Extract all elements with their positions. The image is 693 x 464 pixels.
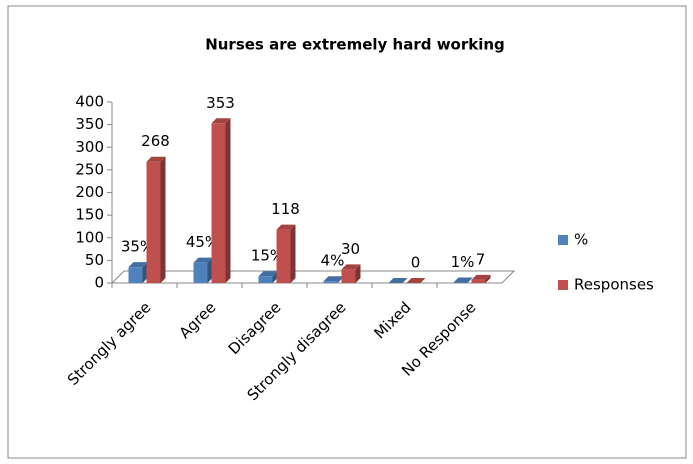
data-label: 30 (341, 240, 360, 258)
bar-top (276, 224, 296, 230)
y-tick-label: 250 (75, 160, 104, 178)
bar-side (355, 264, 361, 283)
data-label: 118 (271, 200, 300, 218)
bar-side (142, 262, 148, 283)
bar (193, 262, 208, 283)
bar-side (272, 271, 278, 283)
bar-side (225, 118, 231, 283)
y-tick-label: 400 (75, 93, 104, 111)
y-tick-label: 150 (75, 206, 104, 224)
bar (471, 279, 486, 283)
y-tick-label: 0 (94, 274, 104, 292)
bar (128, 267, 143, 283)
bar-side (290, 224, 296, 283)
legend-label: % (574, 231, 588, 249)
bar-top (388, 278, 408, 283)
bar-side (467, 277, 473, 283)
bar-side (207, 257, 213, 283)
bar-side (485, 274, 491, 283)
legend-swatch (558, 235, 568, 245)
y-tick-label: 300 (75, 138, 104, 156)
bar (323, 281, 338, 283)
bar-side (337, 276, 343, 283)
bar-top (258, 271, 278, 277)
bar-side (160, 156, 166, 283)
floor (110, 270, 516, 284)
data-label: 1% (451, 253, 475, 271)
bar-top (193, 257, 213, 263)
data-label: 45% (186, 233, 219, 251)
bar (258, 276, 273, 283)
data-label: 353 (206, 94, 235, 112)
y-tick-label: 50 (85, 251, 104, 269)
bar-top (453, 277, 473, 283)
bar-top (471, 274, 491, 280)
bar-top (341, 264, 361, 270)
bar-top (406, 278, 426, 283)
legend-label: Responses (574, 276, 654, 294)
data-label: 0 (411, 254, 421, 272)
data-label: 35% (121, 238, 154, 256)
bar (146, 161, 161, 283)
bar (211, 123, 226, 283)
bar-top (323, 276, 343, 282)
y-tick-label: 350 (75, 115, 104, 133)
chart-title: Nurses are extremely hard working (205, 36, 505, 54)
chart-frame (7, 5, 687, 459)
y-tick-label: 200 (75, 183, 104, 201)
data-label: 15% (251, 247, 284, 265)
bar-top (211, 118, 231, 124)
data-label: 4% (321, 252, 345, 270)
y-tick-label: 100 (75, 228, 104, 246)
data-label: 7 (476, 250, 486, 268)
bar (341, 269, 356, 283)
bar-top (128, 262, 148, 268)
bar (276, 229, 291, 283)
legend-swatch (558, 280, 568, 290)
data-label: 268 (141, 132, 170, 150)
bar-top (146, 156, 166, 162)
